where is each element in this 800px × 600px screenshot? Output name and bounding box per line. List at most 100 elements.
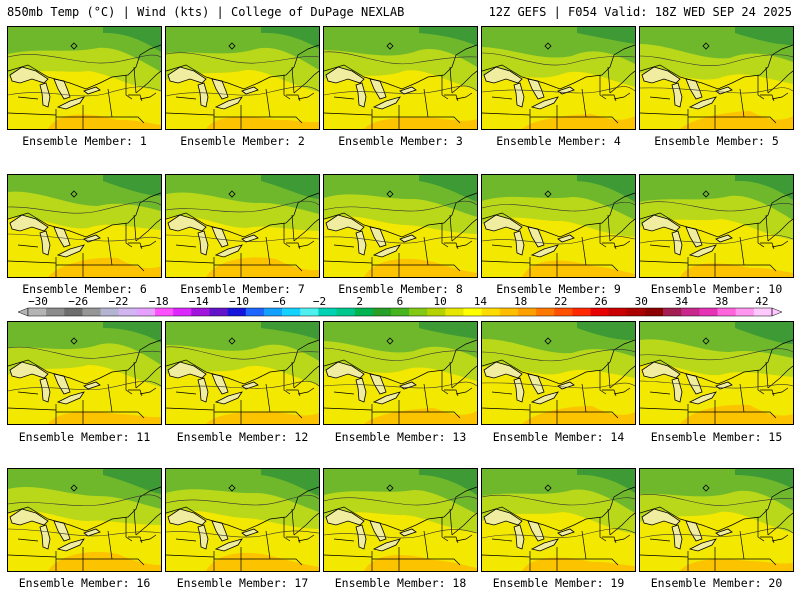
hot-shading <box>680 559 793 571</box>
great-lakes <box>167 361 259 405</box>
political-borders <box>8 192 161 277</box>
isotherm-lines <box>166 52 319 97</box>
member-caption: Ensemble Member: 10 <box>650 282 783 296</box>
colorbar-swatch <box>753 308 773 316</box>
colorbar-swatch <box>227 308 247 316</box>
colorbar-swatch <box>263 308 283 316</box>
member-map <box>166 469 319 571</box>
cold-shading <box>103 322 161 343</box>
member-caption: Ensemble Member: 1 <box>22 134 147 148</box>
colorbar-swatch <box>481 308 501 316</box>
colorbar-swatch <box>209 308 228 316</box>
great-lakes <box>325 508 417 552</box>
cool-shading <box>324 469 477 514</box>
station-marker <box>228 190 236 198</box>
colorbar-swatch <box>64 308 83 316</box>
great-lakes <box>641 214 733 258</box>
cold-shading <box>735 27 793 45</box>
political-borders <box>8 339 161 424</box>
isotherm-lines <box>166 495 319 538</box>
member-map-panel <box>639 26 794 130</box>
temperature-colorbar: −30 −26 −22 −18 −14 −10 −6 −2 2 6 10 14 18 22 26 30 34 38… <box>17 296 783 317</box>
member-caption: Ensemble Member: 15 <box>650 430 783 444</box>
member-map <box>640 27 793 129</box>
colorbar-tick-label: 42 <box>755 296 768 308</box>
cold-shading <box>419 469 477 495</box>
colorbar-swatch <box>590 308 609 316</box>
member-caption: Ensemble Member: 12 <box>176 430 309 444</box>
member-map-panel <box>7 26 162 130</box>
colorbar-swatch <box>608 308 628 316</box>
political-borders <box>324 44 477 129</box>
member-map <box>166 322 319 424</box>
model-run-info: 12Z GEFS | F054 Valid: 18Z WED SEP 24 20… <box>488 5 792 19</box>
colorbar-swatch <box>409 308 428 316</box>
member-map-panel <box>7 321 162 425</box>
member-map <box>324 469 477 571</box>
member-map-panel <box>481 174 636 278</box>
great-lakes <box>325 214 417 258</box>
member-map <box>8 175 161 277</box>
member-caption: Ensemble Member: 18 <box>334 576 467 590</box>
hot-shading <box>364 117 477 129</box>
isotherm-lines <box>482 494 635 539</box>
member-map-panel <box>639 321 794 425</box>
cold-shading <box>261 175 319 199</box>
political-borders <box>482 486 635 571</box>
member-map-panel <box>323 321 478 425</box>
colorbar-swatch <box>427 308 446 316</box>
member-caption: Ensemble Member: 14 <box>492 430 625 444</box>
hot-shading <box>522 557 635 571</box>
colorbar-swatch <box>663 308 682 316</box>
colorbar-left-arrow <box>17 307 29 317</box>
great-lakes <box>167 508 259 552</box>
great-lakes <box>483 66 575 110</box>
political-borders <box>482 339 635 424</box>
isotherm-lines <box>640 201 793 244</box>
member-map <box>324 175 477 277</box>
isotherm-lines <box>8 54 161 97</box>
colorbar-tick-label: −14 <box>189 296 209 308</box>
member-map-panel <box>481 321 636 425</box>
colorbar-tick-label: −6 <box>273 296 286 308</box>
political-borders <box>482 44 635 129</box>
isotherm-lines <box>482 52 635 94</box>
member-caption: Ensemble Member: 11 <box>18 430 151 444</box>
member-caption: Ensemble Member: 3 <box>338 134 463 148</box>
great-lakes <box>483 508 575 552</box>
hot-shading <box>206 411 319 424</box>
great-lakes <box>641 361 733 405</box>
colorbar-swatch <box>300 308 319 316</box>
cool-shading <box>166 27 319 70</box>
political-borders <box>8 44 161 129</box>
political-borders <box>640 486 793 571</box>
colorbar-tick-label: 30 <box>635 296 648 308</box>
colorbar-swatch <box>554 308 573 316</box>
colorbar-swatch <box>173 308 192 316</box>
colorbar-swatch <box>572 308 591 316</box>
station-marker <box>228 42 236 50</box>
member-map <box>640 175 793 277</box>
cold-shading <box>577 469 635 493</box>
hot-shading <box>48 551 161 571</box>
colorbar-swatch <box>499 308 519 316</box>
colorbar-tick-label: −22 <box>108 296 128 308</box>
colorbar-swatch <box>681 308 700 316</box>
political-borders <box>482 192 635 277</box>
cold-shading <box>103 27 161 52</box>
station-marker <box>70 337 78 345</box>
great-lakes <box>483 214 575 258</box>
cold-shading <box>735 322 793 344</box>
member-map <box>8 322 161 424</box>
hot-shading <box>48 257 161 277</box>
station-marker <box>386 190 394 198</box>
colorbar-right-arrow <box>771 307 783 317</box>
cool-shading <box>8 322 161 365</box>
hot-shading <box>206 552 319 571</box>
political-borders <box>8 486 161 571</box>
colorbar-swatch <box>336 308 355 316</box>
cold-shading <box>261 322 319 340</box>
colorbar-swatch <box>354 308 374 316</box>
member-map <box>482 469 635 571</box>
hot-shading <box>48 114 161 129</box>
